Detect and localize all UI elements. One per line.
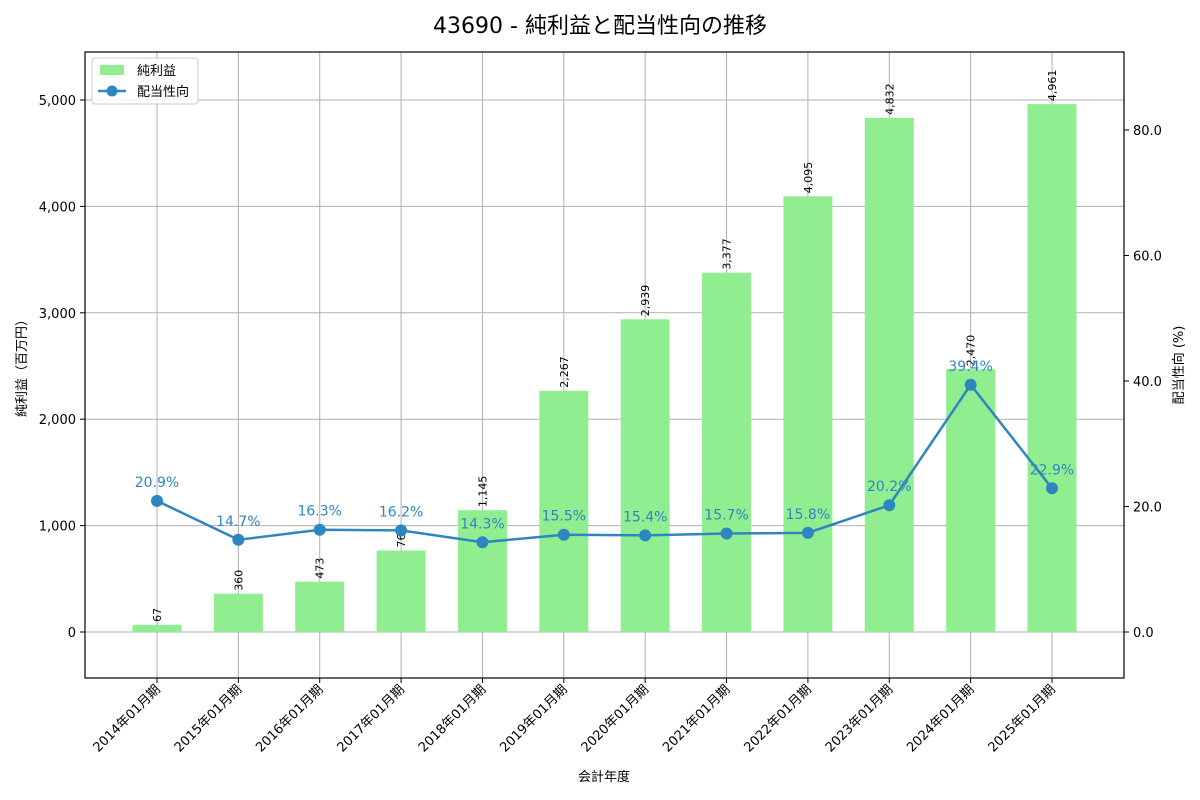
right-tick-label: 0.0 [1133,626,1154,641]
left-tick-label: 5,000 [39,94,76,109]
line-marker [395,524,408,537]
bar-value-label: 76 [395,533,408,547]
x-axis: 2014年01月期 2015年01月期 2016年01月期 2017年01月期 2018… [91,678,1059,756]
bar-value-label: 2,267 [558,356,571,388]
x-tick-label: 2024年01月期 [904,682,977,755]
x-tick-label: 2018年01月期 [416,682,489,755]
right-tick-label: 80.0 [1133,124,1162,139]
bar-value-label: 67 [151,608,164,622]
right-tick-label: 20.0 [1133,501,1162,516]
bar-value-label: 1,145 [476,476,489,508]
chart-title: 43690 - 純利益と配当性向の推移 [433,14,767,39]
legend-label-payout-ratio: 配当性向 [137,84,189,100]
bar [295,581,345,632]
bar-value-label: 2,939 [639,285,652,317]
x-tick-label: 2014年01月期 [91,682,164,755]
x-tick-label: 2020年01月期 [579,682,652,755]
bar [620,319,670,632]
line-marker [720,527,733,540]
bar [539,390,589,632]
bar [213,593,263,632]
payout-ratio-label: 20.2% [867,479,911,495]
bar [946,369,996,632]
left-axis-title: 純利益（百万円） [15,313,30,417]
bar-value-label: 473 [314,558,327,579]
bar-value-label: 2,470 [965,335,978,367]
bar [783,196,833,633]
payout-ratio-label: 15.5% [542,509,586,525]
bar-value-labels: 67 360 473 76 1,145 2,267 2,939 3,377 4,095 4,832… [151,70,1059,622]
x-tick-label: 2015年01月期 [172,682,245,755]
bar-value-label: 360 [232,570,245,591]
line-marker [476,536,489,549]
line-marker [801,526,814,539]
payout-ratio-label: 39.4% [948,359,992,375]
line-marker [964,378,977,391]
left-y-axis: 0 1,000 2,000 3,000 4,000 5,000 [39,94,85,641]
payout-ratio-label: 15.4% [623,509,667,525]
payout-ratio-label: 20.9% [135,475,179,491]
line-marker [557,528,570,541]
right-axis-title: 配当性向 (%) [1171,326,1187,405]
line-value-labels: 20.9% 14.7% 16.3% 16.2% 14.3% 15.5% 15.4% 15.7%… [135,359,1074,533]
legend-bar-swatch-icon [100,65,124,75]
payout-ratio-line [156,382,1053,544]
bar-value-label: 4,095 [802,162,815,194]
bar-value-label: 3,377 [721,238,734,270]
bar-series [132,104,1077,633]
legend-label-net-income: 純利益 [137,64,176,79]
line-marker [151,494,163,507]
x-tick-label: 2019年01月期 [497,682,570,755]
line-marker [313,523,326,536]
bar [457,510,507,632]
line-series [151,378,1058,549]
x-tick-label: 2016年01月期 [253,682,326,755]
payout-ratio-label: 16.2% [379,504,423,520]
right-y-axis: 0.0 20.0 40.0 60.0 80.0 [1124,124,1162,641]
plot-frame [84,51,1125,679]
line-marker [1046,482,1058,495]
bar-value-label: 4,961 [1046,70,1059,102]
payout-ratio-label: 15.7% [704,507,748,523]
line-marker [639,529,652,542]
bar [864,117,914,633]
line-marker [883,499,896,512]
left-tick-label: 0 [68,626,76,641]
left-tick-label: 3,000 [39,307,76,322]
x-axis-title: 会計年度 [578,769,630,785]
x-tick-label: 2022年01月期 [741,682,814,755]
x-tick-label: 2023年01月期 [823,682,896,755]
payout-ratio-label: 22.9% [1030,462,1074,478]
x-tick-label: 2017年01月期 [335,682,408,755]
payout-ratio-label: 15.8% [786,507,830,523]
x-tick-label: 2021年01月期 [660,682,733,755]
right-tick-label: 40.0 [1133,375,1162,390]
bar [1027,104,1077,632]
legend: 純利益 配当性向 [91,57,199,105]
legend-marker-icon [106,85,118,97]
bar [702,272,752,632]
payout-ratio-label: 14.3% [460,516,504,532]
payout-ratio-label: 16.3% [297,504,341,520]
payout-ratio-label: 14.7% [216,514,260,530]
bar [376,550,426,632]
left-tick-label: 1,000 [39,520,76,535]
right-tick-label: 60.0 [1133,250,1162,265]
x-tick-label: 2025年01月期 [986,682,1059,755]
left-tick-label: 2,000 [39,413,76,428]
bar [132,624,182,632]
left-tick-label: 4,000 [39,200,76,215]
line-marker [232,533,245,546]
bar-value-label: 4,832 [883,83,896,115]
